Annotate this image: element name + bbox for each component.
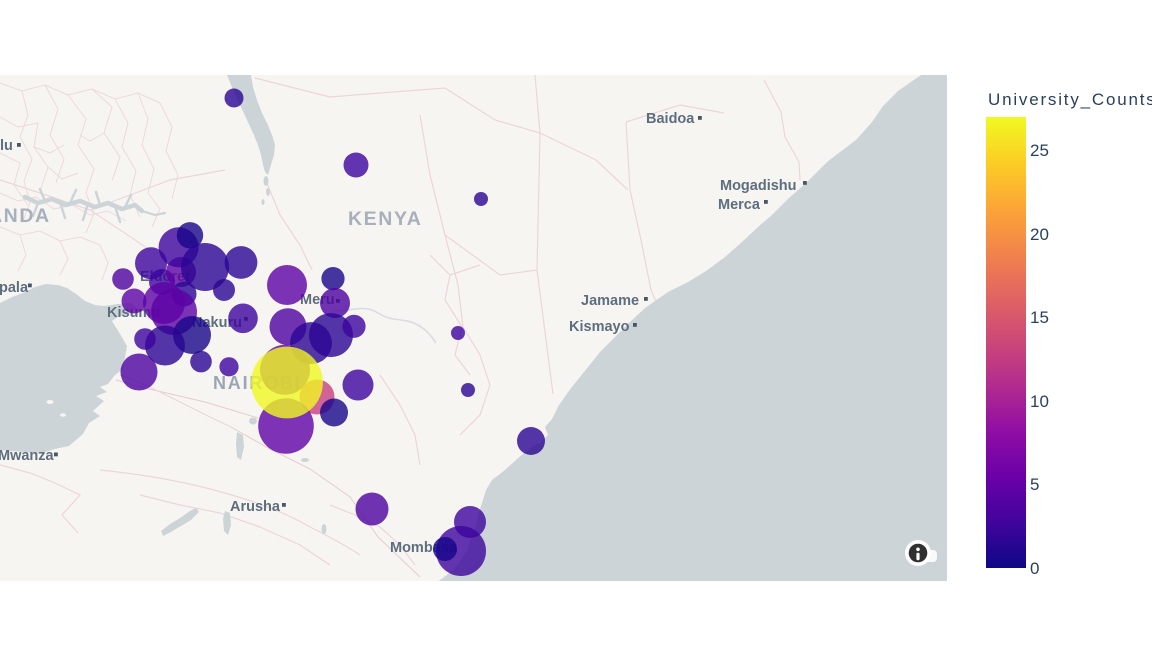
svg-text:Arusha: Arusha bbox=[230, 499, 281, 515]
svg-text:Baidoa: Baidoa bbox=[646, 111, 695, 127]
svg-text:Mogadishu: Mogadishu bbox=[720, 178, 797, 194]
svg-text:pala: pala bbox=[0, 280, 29, 296]
svg-text:Mwanza: Mwanza bbox=[0, 448, 55, 464]
svg-text:Kismayo: Kismayo bbox=[569, 319, 630, 335]
svg-text:lu: lu bbox=[0, 138, 13, 154]
svg-text:Jamame: Jamame bbox=[581, 293, 639, 309]
svg-text:Merca: Merca bbox=[718, 197, 761, 213]
svg-text:KENYA: KENYA bbox=[348, 208, 422, 230]
